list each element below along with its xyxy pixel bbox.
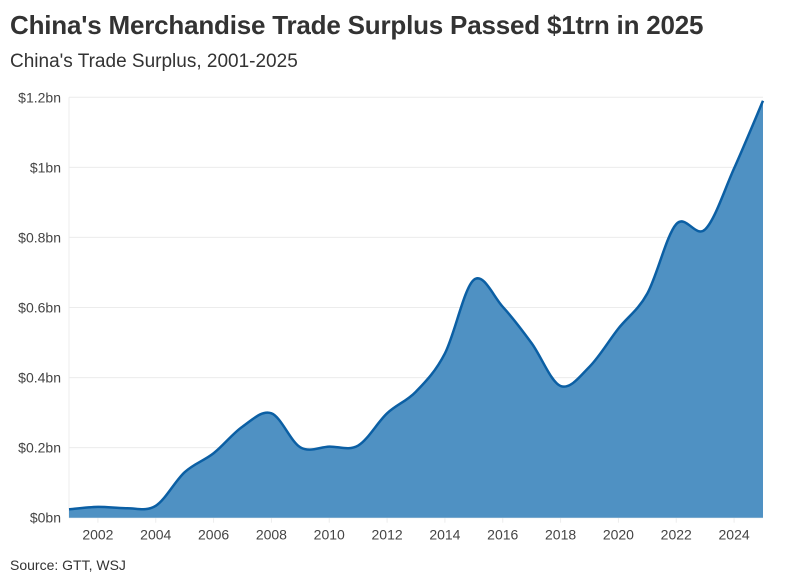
- y-tick-label: $0bn: [30, 510, 61, 526]
- chart-subtitle: China's Trade Surplus, 2001-2025: [10, 51, 298, 72]
- y-tick-label: $0.6bn: [18, 300, 61, 316]
- y-tick-label: $0.2bn: [18, 440, 61, 456]
- x-tick-label: 2014: [429, 527, 460, 543]
- x-tick-label: 2016: [487, 527, 518, 543]
- y-tick-label: $0.8bn: [18, 229, 61, 245]
- x-tick-label: 2006: [198, 527, 229, 543]
- x-tick-label: 2008: [256, 527, 287, 543]
- x-tick-label: 2018: [545, 527, 576, 543]
- x-tick-label: 2012: [372, 527, 403, 543]
- area-fill: [69, 100, 763, 518]
- x-tick-label: 2004: [140, 527, 171, 543]
- y-tick-label: $0.4bn: [18, 370, 61, 386]
- x-tick-label: 2024: [719, 527, 750, 543]
- x-tick-label: 2020: [603, 527, 634, 543]
- y-tick-label: $1.2bn: [18, 89, 61, 105]
- x-tick-label: 2022: [661, 527, 692, 543]
- series-line: [68, 100, 765, 511]
- x-tick-label: 2010: [314, 527, 345, 543]
- source-note: Source: GTT, WSJ: [10, 557, 126, 573]
- chart-title: China's Merchandise Trade Surplus Passed…: [10, 10, 704, 40]
- x-tick-label: 2002: [82, 527, 113, 543]
- y-tick-label: $1bn: [30, 159, 61, 175]
